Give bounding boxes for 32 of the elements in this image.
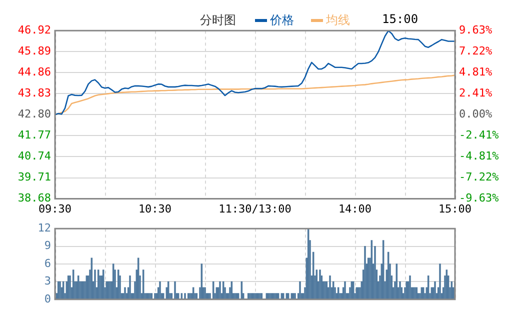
y-tick-label: 38.68 — [18, 192, 51, 205]
x-tick-label: 09:30 — [38, 202, 72, 216]
y-tick-label: 9 — [44, 239, 51, 252]
y-tick-label: 12 — [38, 221, 51, 234]
y-tick-label: 43.83 — [18, 86, 51, 100]
x-tick-label: 15:00 — [438, 202, 472, 216]
y-tick-label: 46.92 — [18, 23, 51, 36]
y-tick-label: 45.89 — [18, 44, 51, 58]
y-tick-label: 39.71 — [18, 170, 51, 184]
y-tick-label: 0 — [44, 292, 51, 306]
y2-tick-label: 7.22% — [459, 44, 492, 58]
y-tick-label: 3 — [44, 274, 51, 288]
x-tick-label: 11:30/13:00 — [218, 202, 292, 216]
y2-tick-label: -9.63% — [459, 192, 500, 205]
y2-tick-label: 4.81% — [459, 66, 492, 79]
text: 15:00 — [382, 12, 418, 26]
x-tick-label: 14:00 — [338, 202, 372, 216]
y2-tick-label: 9.63% — [459, 23, 492, 36]
legend-label: 价格 — [269, 12, 294, 29]
y2-tick-label: 0.00% — [459, 108, 492, 121]
legend-label: 均线 — [325, 12, 350, 29]
y2-tick-label: 2.41% — [459, 86, 492, 100]
y-tick-label: 41.77 — [18, 128, 51, 142]
y-tick-label: 40.74 — [18, 150, 52, 163]
y-tick-label: 44.86 — [18, 66, 51, 79]
y2-tick-label: -7.22% — [459, 170, 500, 184]
y2-tick-label: -2.41% — [459, 128, 500, 142]
chart-title: 分时图 — [200, 12, 236, 29]
y-tick-label: 42.80 — [18, 108, 51, 121]
y2-tick-label: -4.81% — [459, 150, 500, 163]
x-tick-label: 10:30 — [138, 202, 172, 216]
y-tick-label: 6 — [44, 256, 51, 270]
